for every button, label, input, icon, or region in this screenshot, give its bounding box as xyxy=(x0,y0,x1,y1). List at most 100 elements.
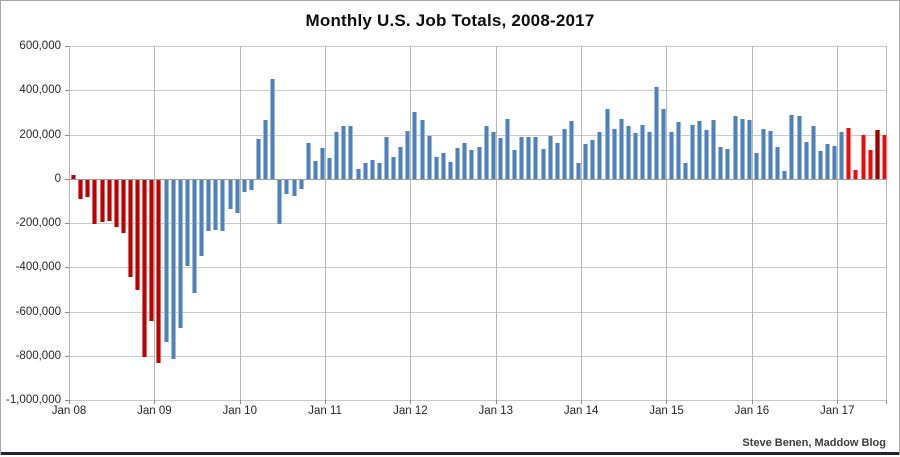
bar-2008-07 xyxy=(113,179,119,228)
bar-2013-03 xyxy=(512,149,518,179)
bar-2009-03 xyxy=(170,179,176,359)
bar-2012-03 xyxy=(426,135,432,179)
x-axis-label: Jan 16 xyxy=(734,405,770,417)
x-axis-label: Jan 08 xyxy=(51,405,87,417)
bar-2017-01 xyxy=(839,132,845,179)
y-axis-label: -800,000 xyxy=(15,349,61,362)
bar-2010-02 xyxy=(248,179,254,190)
bar-2010-01 xyxy=(241,179,247,192)
bar-2013-11 xyxy=(568,121,574,179)
bar-2013-02 xyxy=(504,119,510,179)
plot-right-border xyxy=(886,46,887,400)
x-axis-label: Jan 10 xyxy=(222,405,257,417)
gridline-year-Jan-17 xyxy=(837,46,839,400)
bar-2009-05 xyxy=(184,179,190,267)
bar-2016-10 xyxy=(817,151,823,179)
x-tick xyxy=(666,400,668,404)
x-tick xyxy=(69,400,70,404)
y-tick xyxy=(65,400,69,401)
x-axis-label: Jan 14 xyxy=(563,405,599,417)
bar-2011-06 xyxy=(362,163,368,179)
bar-2011-04 xyxy=(348,125,354,179)
bar-2008-12 xyxy=(149,179,155,322)
bar-2013-09 xyxy=(554,143,560,179)
gridline-year-Jan-10 xyxy=(239,46,241,400)
x-axis-label: Jan 12 xyxy=(393,405,428,417)
bar-2014-12 xyxy=(661,109,667,179)
bar-2013-07 xyxy=(540,148,546,179)
bar-2011-09 xyxy=(384,136,390,179)
bar-2011-08 xyxy=(376,163,382,179)
bar-2015-02 xyxy=(675,122,681,179)
bar-2008-09 xyxy=(127,179,133,278)
bar-2015-10 xyxy=(732,115,738,179)
gridline-year-Jan-13 xyxy=(495,46,497,400)
bar-2013-12 xyxy=(576,163,582,179)
gridline-y-400 xyxy=(69,90,887,92)
bar-2015-06 xyxy=(704,130,710,179)
bar-2012-06 xyxy=(448,162,454,179)
bar-2009-12 xyxy=(234,179,240,213)
x-tick xyxy=(751,400,753,404)
bar-2012-11 xyxy=(483,125,489,179)
bar-2014-02 xyxy=(590,140,596,179)
y-axis-label: -400,000 xyxy=(15,261,61,274)
bar-2016-12 xyxy=(832,145,838,179)
gridline-year-Jan-16 xyxy=(751,46,753,400)
bar-2014-08 xyxy=(632,133,638,179)
bar-2012-01 xyxy=(412,112,418,179)
y-axis-label: 400,000 xyxy=(19,84,61,97)
gridline-year-Jan-14 xyxy=(581,46,583,400)
bar-2015-08 xyxy=(718,146,724,179)
bar-2013-08 xyxy=(547,135,553,179)
bar-2016-08 xyxy=(803,142,809,179)
bar-2015-01 xyxy=(668,132,674,179)
gridline-y-600 xyxy=(69,46,887,47)
bar-2012-10 xyxy=(476,146,482,179)
bar-2012-02 xyxy=(419,120,425,179)
x-tick xyxy=(581,400,583,404)
y-tick xyxy=(65,267,69,269)
bar-2009-09 xyxy=(213,179,219,230)
y-tick xyxy=(65,178,69,180)
y-axis-label: -1,000,000 xyxy=(6,394,61,406)
bar-2011-02 xyxy=(334,132,340,179)
y-tick xyxy=(65,311,69,313)
y-axis-label: 600,000 xyxy=(19,40,61,52)
bar-2013-05 xyxy=(526,136,532,179)
x-tick xyxy=(239,400,241,404)
bar-2012-07 xyxy=(455,147,461,179)
bar-2010-12 xyxy=(320,147,325,179)
bar-2015-11 xyxy=(739,119,745,179)
bar-2008-01 xyxy=(71,175,77,179)
bar-2008-04 xyxy=(92,179,98,224)
bar-2012-12 xyxy=(490,132,496,179)
y-tick xyxy=(65,90,69,92)
x-axis-label: Jan 13 xyxy=(478,405,514,417)
gridline-y--400 xyxy=(69,267,887,269)
bar-2016-04 xyxy=(775,146,781,179)
bottom-edge-bar xyxy=(1,452,899,455)
x-axis-label: Jan 09 xyxy=(137,405,172,417)
bar-2016-05 xyxy=(782,171,788,179)
bar-2014-09 xyxy=(640,124,646,179)
bar-2011-03 xyxy=(341,125,347,179)
bar-2011-01 xyxy=(327,157,333,179)
bar-2016-01 xyxy=(753,153,759,179)
x-axis-label: Jan 11 xyxy=(308,405,342,417)
gridline-y-0 xyxy=(69,178,887,180)
bar-2016-11 xyxy=(825,144,831,179)
bar-2013-10 xyxy=(561,128,567,179)
bar-2009-11 xyxy=(227,179,233,209)
x-tick xyxy=(886,400,887,404)
y-tick xyxy=(65,134,69,136)
bar-2017-05 xyxy=(867,149,873,179)
bar-2014-05 xyxy=(611,128,617,179)
gridline-y-200 xyxy=(69,134,887,136)
gridline-y--800 xyxy=(69,355,887,357)
bar-2008-08 xyxy=(120,179,126,233)
bar-2013-06 xyxy=(533,136,539,179)
bar-2014-03 xyxy=(597,132,603,179)
bar-2009-04 xyxy=(177,179,183,328)
bar-2008-02 xyxy=(78,179,84,199)
